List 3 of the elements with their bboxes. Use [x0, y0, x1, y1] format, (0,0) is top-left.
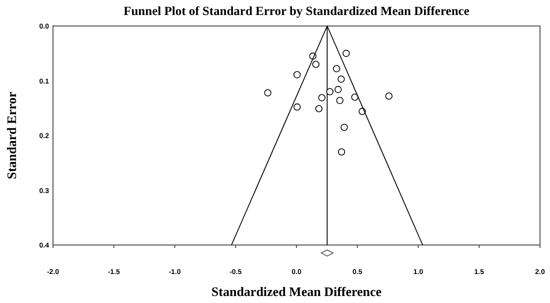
x-axis-title: Standardized Mean Difference — [211, 284, 382, 299]
y-axis-title: Standard Error — [4, 92, 19, 180]
chart-title: Funnel Plot of Standard Error by Standardized Mean Difference — [124, 4, 470, 18]
